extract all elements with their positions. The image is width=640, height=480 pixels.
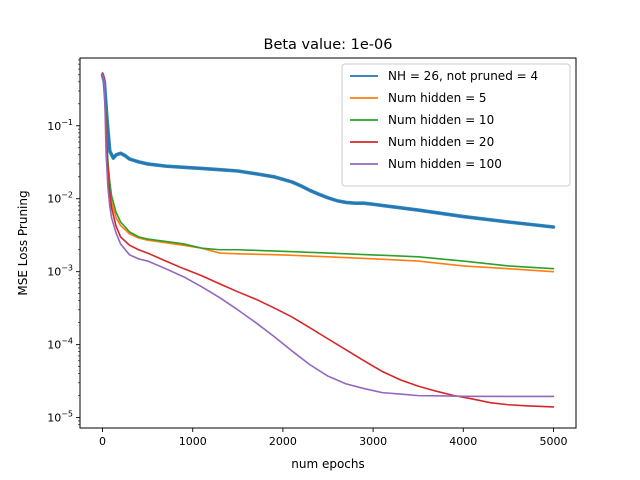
x-tick-label: 4000 — [449, 435, 477, 448]
series-line-1 — [101, 74, 555, 228]
x-tick-label: 0 — [99, 435, 106, 448]
legend-label: Num hidden = 5 — [388, 91, 487, 105]
series-line-5 — [101, 74, 555, 398]
y-tick-label: 10−4 — [47, 337, 73, 352]
chart-title: Beta value: 1e-06 — [264, 37, 393, 53]
y-tick-label: 10−1 — [47, 118, 73, 133]
x-tick-label: 3000 — [359, 435, 387, 448]
y-axis-ticks: 10−5 10−4 10−3 10−2 10−1 — [47, 59, 80, 425]
x-axis-label: num epochs — [291, 457, 365, 471]
legend-box — [341, 63, 571, 187]
y-tick-label: 10−5 — [47, 410, 73, 425]
x-tick-label: 5000 — [539, 435, 567, 448]
x-tick-label: 2000 — [269, 435, 297, 448]
axes-frame — [79, 57, 577, 429]
legend: NH = 26, not pruned = 4 Num hidden = 5 Num… — [341, 63, 571, 187]
legend-label: NH = 26, not pruned = 4 — [388, 69, 538, 83]
y-tick-label: 10−2 — [47, 191, 73, 206]
plot-area — [100, 72, 556, 408]
y-tick-label: 10−3 — [47, 264, 73, 279]
y-axis-label: MSE Loss Pruning — [16, 190, 30, 295]
legend-label: Num hidden = 10 — [388, 113, 494, 127]
legend-label: Num hidden = 20 — [388, 135, 494, 149]
legend-label: Num hidden = 100 — [388, 157, 502, 171]
x-tick-label: 1000 — [179, 435, 207, 448]
x-axis-ticks: 0 1000 2000 3000 4000 5000 — [99, 428, 567, 448]
series-line-4 — [101, 72, 555, 408]
